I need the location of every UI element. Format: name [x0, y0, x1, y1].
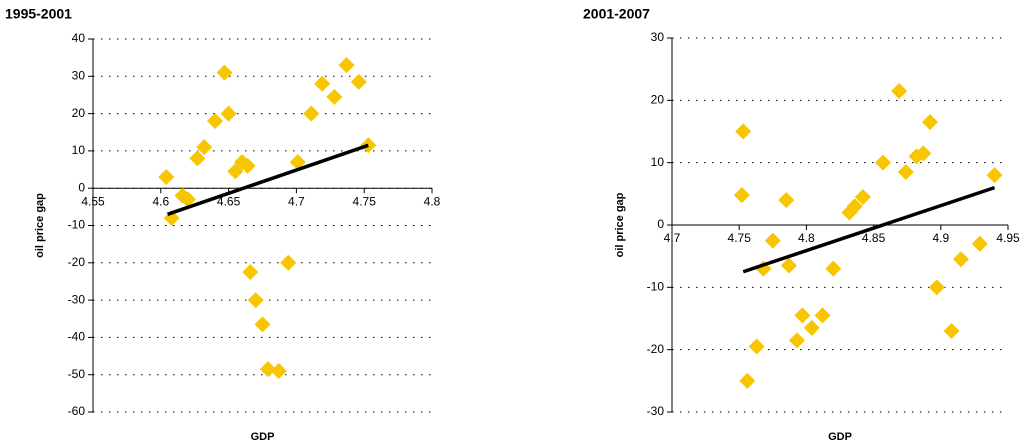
- x-tick-label: 4.7: [288, 194, 305, 208]
- point: [875, 154, 892, 171]
- point: [897, 164, 914, 181]
- y-tick-label: -10: [68, 218, 86, 232]
- point: [254, 316, 271, 333]
- point: [814, 307, 831, 324]
- point: [196, 139, 213, 156]
- y-tick-label: 0: [657, 217, 664, 231]
- point: [179, 191, 196, 208]
- x-axis-title: GDP: [828, 431, 852, 443]
- x-tick-label: 4.6: [152, 194, 169, 208]
- x-tick-label: 4.75: [353, 194, 377, 208]
- point: [289, 154, 306, 171]
- point: [338, 57, 355, 74]
- point: [314, 75, 331, 92]
- y-tick-label: 40: [72, 31, 86, 45]
- trend-line: [742, 185, 996, 274]
- point: [350, 73, 367, 90]
- point: [189, 150, 206, 167]
- point: [748, 338, 765, 355]
- point: [891, 82, 908, 99]
- point: [227, 163, 244, 180]
- point: [247, 292, 264, 309]
- y-tick-label: 10: [651, 155, 665, 169]
- point: [788, 332, 805, 349]
- y-tick-label: 0: [78, 180, 85, 194]
- trend-line: [167, 143, 369, 216]
- point: [780, 257, 797, 274]
- point: [739, 372, 756, 389]
- point: [158, 169, 175, 186]
- y-tick-label: -50: [68, 367, 86, 381]
- point: [242, 264, 259, 281]
- y-tick-label: -30: [647, 404, 665, 418]
- y-tick-label: -20: [647, 342, 665, 356]
- y-tick-label: 30: [72, 68, 86, 82]
- point: [922, 114, 939, 131]
- chart: 2001-2007 oil price gap GDP -30 -20 -10 0 10 20 3…: [583, 6, 1020, 443]
- point: [733, 187, 750, 204]
- point: [915, 145, 932, 162]
- point: [326, 88, 343, 105]
- point: [280, 254, 297, 271]
- point: [825, 260, 842, 277]
- point: [207, 113, 224, 130]
- point: [794, 307, 811, 324]
- chart: 1995-2001 oil price gap GDP -60 -50 -40 -30 -20…: [5, 6, 441, 443]
- point: [846, 198, 863, 215]
- point: [854, 188, 871, 205]
- point: [803, 319, 820, 336]
- point: [778, 192, 795, 209]
- point: [986, 167, 1003, 184]
- chart-title: 1995-2001: [5, 6, 72, 22]
- x-tick-label: 4.7: [664, 231, 681, 245]
- x-tick-label: 4.95: [996, 231, 1020, 245]
- x-tick-label: 4.85: [862, 231, 886, 245]
- point: [303, 105, 320, 122]
- point: [216, 64, 233, 81]
- y-tick-label: -40: [68, 330, 86, 344]
- point: [764, 232, 781, 249]
- chart-title: 2001-2007: [583, 6, 650, 22]
- x-axis-title: GDP: [251, 431, 275, 443]
- y-axis-title: oil price gap: [614, 192, 626, 257]
- x-tick-label: 4.8: [424, 194, 441, 208]
- x-tick-label: 4.65: [217, 194, 241, 208]
- y-tick-label: -60: [68, 404, 86, 418]
- y-tick-label: 30: [651, 30, 665, 44]
- point: [220, 105, 237, 122]
- point: [943, 322, 960, 339]
- point: [239, 157, 256, 174]
- x-tick-label: 4.8: [798, 231, 815, 245]
- point: [928, 279, 945, 296]
- y-tick-label: 20: [72, 106, 86, 120]
- y-tick-label: -30: [68, 292, 86, 306]
- point: [259, 361, 276, 378]
- y-axis-title: oil price gap: [34, 193, 46, 258]
- point: [735, 123, 752, 140]
- x-tick-label: 4.9: [932, 231, 949, 245]
- y-tick-label: -10: [647, 280, 665, 294]
- point: [952, 251, 969, 268]
- y-tick-label: -20: [68, 255, 86, 269]
- x-tick-label: 4.55: [81, 194, 105, 208]
- x-tick-label: 4.75: [728, 231, 752, 245]
- point: [270, 362, 287, 379]
- y-tick-label: 20: [651, 93, 665, 107]
- point: [971, 235, 988, 252]
- y-tick-label: 10: [72, 143, 86, 157]
